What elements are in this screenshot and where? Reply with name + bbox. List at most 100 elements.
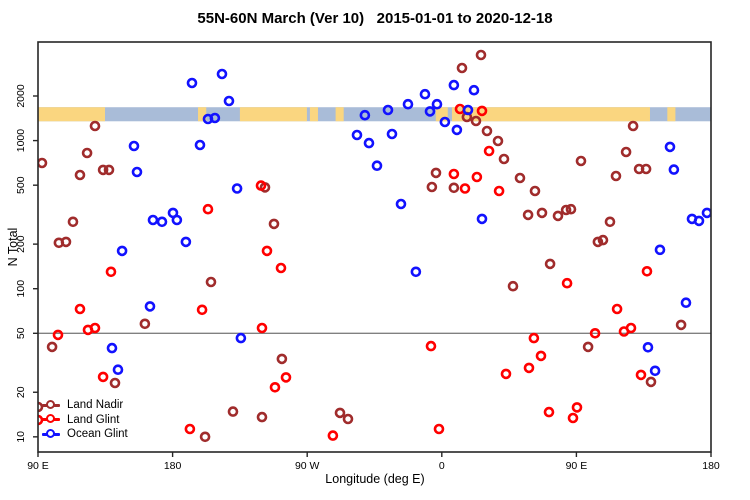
x-tick-label: 90 E	[566, 460, 588, 472]
y-tick-label: 100	[15, 280, 27, 298]
data-point-ocean-glint	[439, 116, 451, 128]
data-point-land-nadir	[645, 376, 657, 388]
data-point-land-nadir	[675, 319, 687, 331]
data-point-ocean-glint	[156, 216, 168, 228]
data-point-land-nadir	[268, 218, 280, 230]
land-glint-symbol-icon	[42, 413, 60, 426]
data-point-ocean-glint	[468, 84, 480, 96]
map-band-land-segment	[239, 107, 307, 122]
data-point-land-nadir	[38, 401, 44, 413]
legend-label: Ocean Glint	[67, 428, 128, 441]
data-point-ocean-glint	[112, 364, 124, 376]
data-point-land-nadir	[481, 125, 493, 137]
data-point-land-glint	[202, 203, 214, 215]
data-point-ocean-glint	[131, 166, 143, 178]
data-point-land-glint	[471, 171, 483, 183]
map-band-land-segment	[667, 107, 676, 122]
data-point-land-nadir	[81, 147, 93, 159]
data-point-land-nadir	[604, 216, 616, 228]
x-tick-label: 90 E	[27, 460, 49, 472]
y-tick-label: 1000	[15, 129, 27, 153]
data-point-land-glint	[589, 327, 601, 339]
legend-label: Land Glint	[67, 413, 120, 426]
data-point-ocean-glint	[642, 341, 654, 353]
data-point-land-nadir	[470, 115, 482, 127]
data-point-land-glint	[105, 266, 117, 278]
data-point-land-nadir	[610, 170, 622, 182]
data-point-ocean-glint	[402, 98, 414, 110]
data-point-land-glint	[500, 368, 512, 380]
data-point-land-nadir	[426, 181, 438, 193]
data-point-land-nadir	[46, 341, 58, 353]
y-tick-label: 200	[15, 235, 27, 253]
data-point-land-glint	[196, 304, 208, 316]
data-point-ocean-glint	[419, 88, 431, 100]
x-tick-label: 90 W	[295, 460, 320, 472]
data-point-ocean-glint	[664, 141, 676, 153]
data-point-land-glint	[561, 277, 573, 289]
data-point-land-glint	[635, 369, 647, 381]
data-point-land-nadir	[430, 167, 442, 179]
data-point-land-nadir	[492, 135, 504, 147]
data-point-ocean-glint	[209, 112, 221, 124]
data-point-land-nadir	[640, 163, 652, 175]
data-point-ocean-glint	[128, 140, 140, 152]
map-band-land-segment	[335, 107, 344, 122]
data-point-land-glint	[535, 350, 547, 362]
series-ocean-glint	[106, 68, 711, 377]
data-point-ocean-glint	[654, 244, 666, 256]
data-point-ocean-glint	[351, 129, 363, 141]
data-point-land-nadir	[552, 210, 564, 222]
data-point-land-glint	[625, 322, 637, 334]
data-point-ocean-glint	[144, 301, 156, 312]
map-band-land-segment	[309, 107, 318, 122]
data-point-ocean-glint	[235, 332, 247, 344]
x-axis-title: Longitude (deg E)	[325, 472, 425, 486]
data-point-ocean-glint	[180, 236, 192, 248]
x-tick-label: 180	[702, 460, 720, 472]
data-point-ocean-glint	[649, 365, 661, 377]
data-point-land-nadir	[97, 164, 109, 176]
data-point-ocean-glint	[359, 109, 371, 121]
data-point-land-nadir	[448, 182, 460, 194]
ocean-glint-symbol-icon	[42, 428, 60, 441]
data-point-ocean-glint	[363, 137, 375, 149]
data-point-ocean-glint	[410, 266, 422, 278]
data-point-land-nadir	[507, 280, 519, 292]
data-point-land-nadir	[620, 146, 632, 158]
data-point-ocean-glint	[216, 68, 228, 80]
data-point-land-glint	[74, 303, 86, 315]
data-point-land-nadir	[199, 431, 211, 443]
data-point-land-nadir	[334, 407, 346, 419]
data-point-ocean-glint	[448, 79, 460, 91]
data-point-ocean-glint	[371, 160, 383, 171]
data-point-land-glint	[89, 322, 101, 334]
data-point-land-nadir	[227, 406, 239, 417]
data-point-land-glint	[528, 332, 540, 344]
legend-item-ocean-glint: Ocean Glint	[42, 427, 128, 442]
map-band-land-segment	[38, 107, 106, 122]
data-point-land-nadir	[60, 236, 72, 248]
data-point-ocean-glint	[116, 245, 128, 257]
data-point-land-nadir	[109, 377, 121, 389]
data-point-land-nadir	[627, 120, 639, 132]
data-point-land-nadir	[529, 185, 541, 197]
data-point-land-nadir	[38, 157, 48, 169]
x-tick-label: 180	[164, 460, 182, 472]
data-point-ocean-glint	[386, 128, 398, 140]
data-point-land-nadir	[456, 62, 468, 74]
data-point-ocean-glint	[668, 164, 680, 175]
data-point-land-glint	[256, 322, 268, 334]
y-tick-label: 20	[15, 386, 27, 398]
data-point-land-nadir	[522, 209, 534, 221]
data-point-land-glint	[425, 340, 437, 352]
data-point-land-nadir	[575, 155, 587, 167]
data-point-land-glint	[52, 329, 64, 341]
data-point-land-nadir	[342, 413, 354, 425]
data-point-ocean-glint	[147, 214, 159, 226]
data-point-land-glint	[476, 105, 488, 117]
data-point-land-glint	[448, 168, 460, 180]
legend-item-land-glint: Land Glint	[42, 413, 128, 428]
data-point-ocean-glint	[194, 139, 206, 151]
